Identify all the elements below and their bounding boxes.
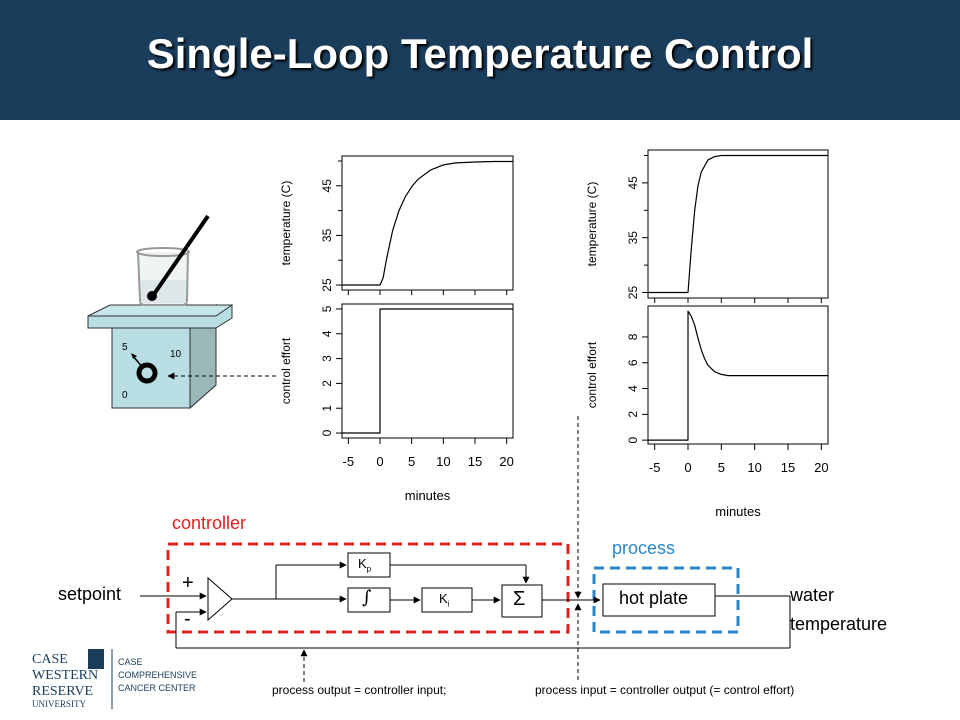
integral-symbol: ∫ — [362, 587, 372, 608]
plus-sign: + — [182, 572, 194, 594]
university-logo: CASE WESTERN RESERVE UNIVERSITY CASE COM… — [32, 649, 197, 709]
chart-frame — [647, 149, 829, 299]
y-axis-label: temperature (C) — [585, 182, 599, 267]
y-tick-label: 4 — [320, 330, 334, 337]
y-tick-label: 0 — [320, 429, 334, 436]
logo-western: WESTERN — [32, 668, 98, 683]
dial-label-0: 0 — [122, 390, 128, 401]
kp-label: Kp — [358, 556, 372, 574]
x-tick-label: 10 — [747, 460, 761, 475]
x-tick-label: 20 — [499, 454, 513, 469]
logo-university: UNIVERSITY — [32, 699, 86, 709]
sum-symbol: Σ — [513, 588, 526, 610]
ki-label: Ki — [439, 591, 450, 609]
logo-right-cancer-center: CANCER CENTER — [118, 683, 196, 693]
output-label-water: water — [790, 585, 835, 605]
y-tick-label: 4 — [626, 385, 640, 392]
x-axis-label: minutes — [715, 504, 761, 519]
x-tick-label: 0 — [684, 460, 691, 475]
output-label-temperature: temperature — [790, 614, 888, 634]
x-tick-label: 5 — [718, 460, 725, 475]
chart-frame — [341, 155, 514, 291]
chart-frame — [341, 303, 514, 439]
x-tick-label: 15 — [468, 454, 482, 469]
series-line — [648, 154, 828, 294]
y-tick-label: 25 — [626, 286, 640, 300]
series-line — [342, 160, 513, 286]
x-axis-label: minutes — [405, 488, 451, 503]
x-tick-label: 15 — [781, 460, 795, 475]
y-tick-label: 5 — [320, 305, 334, 312]
x-tick-label: -5 — [649, 460, 661, 475]
x-tick-label: 0 — [376, 454, 383, 469]
x-tick-label: 20 — [814, 460, 828, 475]
y-tick-label: 45 — [320, 179, 334, 193]
slide-title: Single-Loop Temperature Control — [146, 30, 814, 77]
y-tick-label: 1 — [320, 405, 334, 412]
y-axis-label: control effort — [585, 341, 599, 408]
hot-plate-label: hot plate — [619, 588, 689, 608]
setpoint-label: setpoint — [58, 584, 122, 604]
title-bar — [0, 0, 960, 120]
y-tick-label: 0 — [626, 436, 640, 443]
process-label: process — [612, 538, 676, 558]
y-tick-label: 25 — [320, 278, 334, 292]
dial-label-10: 10 — [170, 349, 182, 360]
series-line — [648, 310, 828, 441]
y-axis-label: control effort — [279, 337, 293, 404]
x-tick-label: 10 — [436, 454, 450, 469]
y-tick-label: 45 — [626, 176, 640, 190]
note-process-input: process input = controller output (= con… — [535, 683, 795, 697]
x-tick-label: 5 — [408, 454, 415, 469]
y-tick-label: 35 — [320, 228, 334, 242]
dial-label-5: 5 — [122, 342, 128, 353]
y-tick-label: 3 — [320, 355, 334, 362]
y-tick-label: 6 — [626, 359, 640, 366]
y-tick-label: 35 — [626, 231, 640, 245]
y-tick-label: 2 — [320, 380, 334, 387]
controller-label: controller — [172, 513, 247, 533]
logo-right-case: CASE — [118, 657, 143, 667]
logo-reserve: RESERVE — [32, 684, 93, 699]
series-line — [342, 308, 513, 434]
minus-sign: - — [184, 608, 191, 630]
y-tick-label: 8 — [626, 333, 640, 340]
logo-case: CASE — [32, 652, 68, 667]
controller-box — [166, 542, 570, 634]
logo-right-comprehensive: COMPREHENSIVE — [118, 670, 197, 680]
x-tick-label: -5 — [343, 454, 355, 469]
y-axis-label: temperature (C) — [279, 181, 293, 266]
y-tick-label: 2 — [626, 411, 640, 418]
note-process-output: process output = controller input; — [272, 683, 447, 697]
